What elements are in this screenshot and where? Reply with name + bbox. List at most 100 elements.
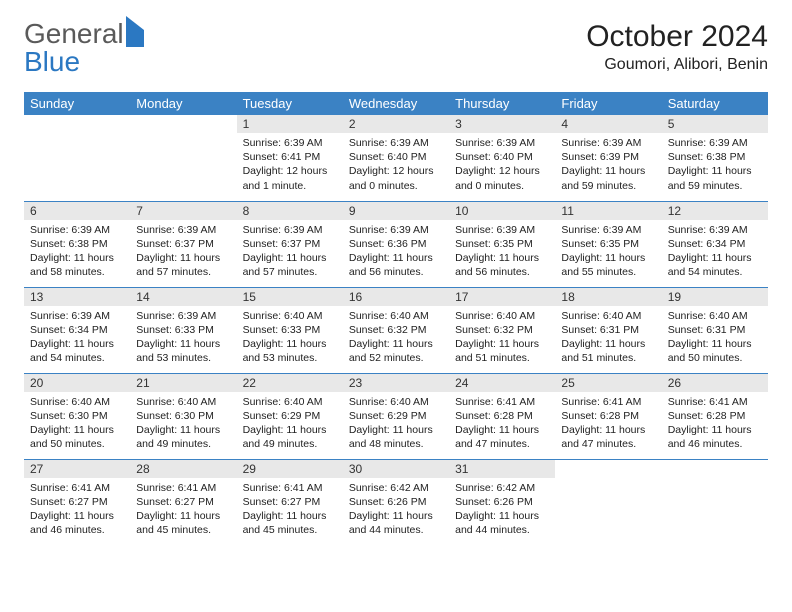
calendar-cell: 26Sunrise: 6:41 AMSunset: 6:28 PMDayligh…	[662, 373, 768, 459]
weekday-header: Friday	[555, 92, 661, 115]
logo-word2: Blue	[24, 46, 80, 77]
day-number: 18	[555, 288, 661, 306]
day-content: Sunrise: 6:39 AMSunset: 6:37 PMDaylight:…	[130, 220, 236, 286]
calendar-cell: 30Sunrise: 6:42 AMSunset: 6:26 PMDayligh…	[343, 459, 449, 545]
day-number: 26	[662, 374, 768, 392]
day-content: Sunrise: 6:40 AMSunset: 6:32 PMDaylight:…	[449, 306, 555, 372]
weekday-header: Sunday	[24, 92, 130, 115]
calendar-cell: 9Sunrise: 6:39 AMSunset: 6:36 PMDaylight…	[343, 201, 449, 287]
calendar-body: 1Sunrise: 6:39 AMSunset: 6:41 PMDaylight…	[24, 115, 768, 545]
calendar-cell: 4Sunrise: 6:39 AMSunset: 6:39 PMDaylight…	[555, 115, 661, 201]
day-number: 4	[555, 115, 661, 133]
day-number: 30	[343, 460, 449, 478]
calendar-cell	[555, 459, 661, 545]
day-content: Sunrise: 6:41 AMSunset: 6:27 PMDaylight:…	[237, 478, 343, 544]
day-content: Sunrise: 6:39 AMSunset: 6:33 PMDaylight:…	[130, 306, 236, 372]
header: General Blue October 2024 Goumori, Alibo…	[24, 20, 768, 76]
day-content: Sunrise: 6:39 AMSunset: 6:34 PMDaylight:…	[662, 220, 768, 286]
day-number: 10	[449, 202, 555, 220]
day-number: 13	[24, 288, 130, 306]
day-content: Sunrise: 6:40 AMSunset: 6:31 PMDaylight:…	[662, 306, 768, 372]
page: General Blue October 2024 Goumori, Alibo…	[0, 0, 792, 565]
day-content: Sunrise: 6:39 AMSunset: 6:34 PMDaylight:…	[24, 306, 130, 372]
day-content: Sunrise: 6:42 AMSunset: 6:26 PMDaylight:…	[449, 478, 555, 544]
day-number: 17	[449, 288, 555, 306]
calendar-cell: 31Sunrise: 6:42 AMSunset: 6:26 PMDayligh…	[449, 459, 555, 545]
day-content: Sunrise: 6:41 AMSunset: 6:27 PMDaylight:…	[24, 478, 130, 544]
day-content: Sunrise: 6:39 AMSunset: 6:37 PMDaylight:…	[237, 220, 343, 286]
day-number: 23	[343, 374, 449, 392]
day-content: Sunrise: 6:42 AMSunset: 6:26 PMDaylight:…	[343, 478, 449, 544]
day-content: Sunrise: 6:41 AMSunset: 6:28 PMDaylight:…	[662, 392, 768, 458]
calendar-cell: 10Sunrise: 6:39 AMSunset: 6:35 PMDayligh…	[449, 201, 555, 287]
weekday-header: Monday	[130, 92, 236, 115]
calendar-cell: 3Sunrise: 6:39 AMSunset: 6:40 PMDaylight…	[449, 115, 555, 201]
calendar-cell: 12Sunrise: 6:39 AMSunset: 6:34 PMDayligh…	[662, 201, 768, 287]
day-number: 29	[237, 460, 343, 478]
calendar-cell: 18Sunrise: 6:40 AMSunset: 6:31 PMDayligh…	[555, 287, 661, 373]
day-number: 16	[343, 288, 449, 306]
calendar-cell: 7Sunrise: 6:39 AMSunset: 6:37 PMDaylight…	[130, 201, 236, 287]
day-number: 15	[237, 288, 343, 306]
day-content: Sunrise: 6:40 AMSunset: 6:29 PMDaylight:…	[343, 392, 449, 458]
day-content: Sunrise: 6:39 AMSunset: 6:40 PMDaylight:…	[449, 133, 555, 199]
day-number: 3	[449, 115, 555, 133]
day-number: 31	[449, 460, 555, 478]
day-content: Sunrise: 6:39 AMSunset: 6:38 PMDaylight:…	[24, 220, 130, 286]
day-number: 19	[662, 288, 768, 306]
calendar-cell: 25Sunrise: 6:41 AMSunset: 6:28 PMDayligh…	[555, 373, 661, 459]
calendar-cell: 15Sunrise: 6:40 AMSunset: 6:33 PMDayligh…	[237, 287, 343, 373]
day-content: Sunrise: 6:41 AMSunset: 6:28 PMDaylight:…	[449, 392, 555, 458]
logo: General Blue	[24, 20, 144, 76]
logo-word1: General	[24, 18, 124, 49]
day-content: Sunrise: 6:39 AMSunset: 6:36 PMDaylight:…	[343, 220, 449, 286]
day-number: 7	[130, 202, 236, 220]
day-number: 28	[130, 460, 236, 478]
calendar-cell	[24, 115, 130, 201]
calendar-cell	[662, 459, 768, 545]
calendar-cell: 1Sunrise: 6:39 AMSunset: 6:41 PMDaylight…	[237, 115, 343, 201]
calendar-cell: 27Sunrise: 6:41 AMSunset: 6:27 PMDayligh…	[24, 459, 130, 545]
day-content: Sunrise: 6:39 AMSunset: 6:35 PMDaylight:…	[555, 220, 661, 286]
calendar-cell: 11Sunrise: 6:39 AMSunset: 6:35 PMDayligh…	[555, 201, 661, 287]
day-content: Sunrise: 6:39 AMSunset: 6:40 PMDaylight:…	[343, 133, 449, 199]
day-content: Sunrise: 6:40 AMSunset: 6:30 PMDaylight:…	[130, 392, 236, 458]
day-content: Sunrise: 6:39 AMSunset: 6:35 PMDaylight:…	[449, 220, 555, 286]
calendar-row: 13Sunrise: 6:39 AMSunset: 6:34 PMDayligh…	[24, 287, 768, 373]
day-number: 24	[449, 374, 555, 392]
day-number: 8	[237, 202, 343, 220]
calendar-table: SundayMondayTuesdayWednesdayThursdayFrid…	[24, 92, 768, 545]
weekday-header: Saturday	[662, 92, 768, 115]
day-number: 25	[555, 374, 661, 392]
day-content: Sunrise: 6:41 AMSunset: 6:28 PMDaylight:…	[555, 392, 661, 458]
day-content: Sunrise: 6:40 AMSunset: 6:32 PMDaylight:…	[343, 306, 449, 372]
day-number: 27	[24, 460, 130, 478]
day-content: Sunrise: 6:41 AMSunset: 6:27 PMDaylight:…	[130, 478, 236, 544]
weekday-header: Tuesday	[237, 92, 343, 115]
day-number: 21	[130, 374, 236, 392]
calendar-cell: 2Sunrise: 6:39 AMSunset: 6:40 PMDaylight…	[343, 115, 449, 201]
weekday-header-row: SundayMondayTuesdayWednesdayThursdayFrid…	[24, 92, 768, 115]
day-content: Sunrise: 6:39 AMSunset: 6:41 PMDaylight:…	[237, 133, 343, 199]
day-number: 12	[662, 202, 768, 220]
calendar-cell: 6Sunrise: 6:39 AMSunset: 6:38 PMDaylight…	[24, 201, 130, 287]
day-content: Sunrise: 6:40 AMSunset: 6:33 PMDaylight:…	[237, 306, 343, 372]
day-number: 5	[662, 115, 768, 133]
day-number: 11	[555, 202, 661, 220]
calendar-cell: 16Sunrise: 6:40 AMSunset: 6:32 PMDayligh…	[343, 287, 449, 373]
calendar-cell: 5Sunrise: 6:39 AMSunset: 6:38 PMDaylight…	[662, 115, 768, 201]
calendar-cell: 29Sunrise: 6:41 AMSunset: 6:27 PMDayligh…	[237, 459, 343, 545]
day-number: 2	[343, 115, 449, 133]
day-number: 1	[237, 115, 343, 133]
weekday-header: Wednesday	[343, 92, 449, 115]
day-number: 14	[130, 288, 236, 306]
calendar-row: 27Sunrise: 6:41 AMSunset: 6:27 PMDayligh…	[24, 459, 768, 545]
calendar-cell: 21Sunrise: 6:40 AMSunset: 6:30 PMDayligh…	[130, 373, 236, 459]
calendar-cell: 14Sunrise: 6:39 AMSunset: 6:33 PMDayligh…	[130, 287, 236, 373]
calendar-cell: 13Sunrise: 6:39 AMSunset: 6:34 PMDayligh…	[24, 287, 130, 373]
calendar-cell: 19Sunrise: 6:40 AMSunset: 6:31 PMDayligh…	[662, 287, 768, 373]
calendar-cell: 17Sunrise: 6:40 AMSunset: 6:32 PMDayligh…	[449, 287, 555, 373]
calendar-row: 1Sunrise: 6:39 AMSunset: 6:41 PMDaylight…	[24, 115, 768, 201]
day-content: Sunrise: 6:40 AMSunset: 6:29 PMDaylight:…	[237, 392, 343, 458]
calendar-cell: 24Sunrise: 6:41 AMSunset: 6:28 PMDayligh…	[449, 373, 555, 459]
